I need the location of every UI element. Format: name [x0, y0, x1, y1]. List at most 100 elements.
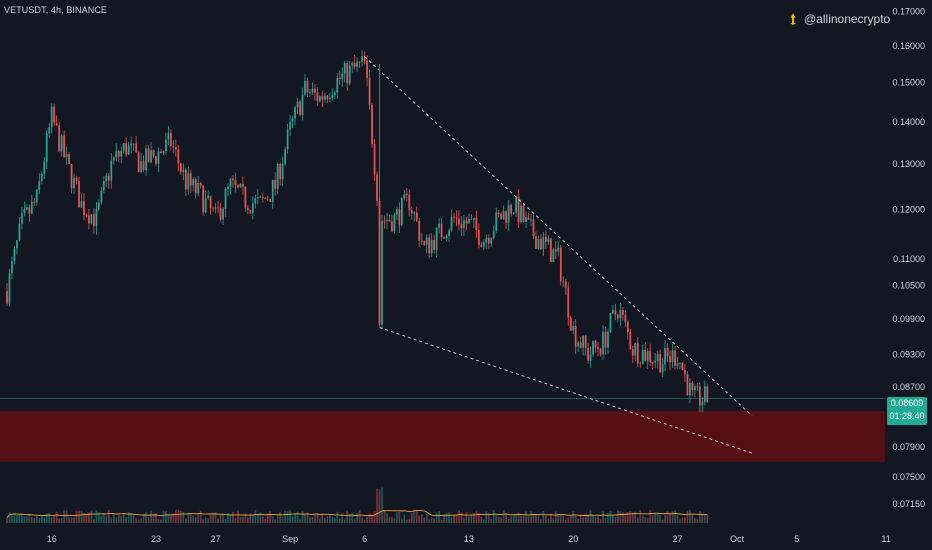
candle-body [266, 198, 269, 200]
candle-body [579, 342, 582, 348]
volume-bar [309, 517, 311, 523]
volume-bar [21, 513, 23, 523]
candle-body [239, 183, 242, 188]
time-tick-label: Sep [282, 534, 298, 544]
support-zone [0, 410, 885, 462]
volume-bar [689, 509, 691, 523]
candle-body [574, 326, 577, 347]
candle-body [540, 238, 542, 250]
candle-body [681, 362, 684, 370]
candle-body [202, 185, 205, 213]
candle-body [120, 150, 123, 157]
candle-body [112, 157, 115, 161]
candle-body [127, 145, 130, 155]
candle-body [326, 95, 329, 100]
candle-body [569, 317, 572, 331]
volume-bar [621, 512, 624, 523]
candle-body [232, 178, 234, 181]
candle-body [425, 237, 428, 245]
candle-body [73, 177, 75, 189]
candle-body [686, 374, 689, 396]
candle-body [214, 207, 217, 209]
candle-body [311, 88, 314, 93]
volume-bar [413, 509, 416, 523]
volume-bar [227, 513, 229, 523]
time-axis[interactable]: 16 23 27 Sep 6 13 20 27 Oct 5 11 [47, 534, 891, 544]
volume-bar [587, 514, 589, 523]
volume-bar [383, 510, 386, 523]
candle-body [83, 201, 85, 216]
volume-bar [18, 514, 21, 523]
volume-bar [75, 510, 78, 523]
candle-body [179, 163, 182, 172]
volume-bar [445, 513, 448, 523]
candle-body [522, 205, 525, 223]
volume-bar [343, 519, 346, 523]
volume-bar [400, 519, 403, 523]
volume-bar [284, 510, 287, 523]
candle-body [276, 163, 279, 189]
volume-bar [212, 512, 214, 523]
candle-body [197, 182, 200, 194]
volume-bar [261, 515, 264, 523]
volume-bar [671, 511, 674, 523]
volume-bar [438, 511, 440, 523]
candle-body [341, 73, 344, 79]
volume-bar [53, 515, 56, 523]
candle-body [85, 215, 88, 216]
volume-bar [460, 512, 463, 523]
volume-bar [286, 510, 289, 523]
candle-body [644, 349, 647, 361]
volume-bar [584, 513, 587, 523]
candle-body [227, 186, 229, 190]
volume-bar [23, 516, 26, 523]
volume-bar [381, 487, 383, 523]
volume-bar [666, 511, 669, 523]
candle-body [604, 331, 607, 348]
volume-bar [314, 513, 316, 523]
candle-body [671, 350, 674, 363]
volume-bar [572, 511, 575, 523]
candle-body [304, 80, 306, 95]
price-tick-label: 0.07150 [892, 499, 925, 509]
candle-body [346, 63, 349, 84]
watermark-label: @allinonecrypto [804, 12, 891, 26]
volume-bar [78, 510, 80, 523]
volume-bar [48, 512, 51, 523]
volume-bar [65, 510, 68, 523]
volume-bar [353, 519, 356, 523]
candle-body [413, 212, 416, 214]
volume-bar [636, 517, 639, 523]
volume-bar [435, 512, 438, 523]
candle-body [612, 310, 614, 314]
volume-bar [155, 513, 157, 523]
time-tick-label: 20 [568, 534, 578, 544]
volume-bar [649, 509, 652, 523]
volume-bar [232, 511, 234, 523]
candle-body [624, 314, 627, 322]
candle-body [234, 180, 237, 186]
candle-body [281, 163, 284, 179]
volume-bar [102, 513, 105, 523]
trendlines-layer [364, 56, 753, 454]
candle-body [614, 310, 617, 315]
candle-body [584, 335, 587, 348]
candle-body [537, 238, 540, 249]
volume-bar [50, 517, 53, 523]
candle-body [661, 364, 664, 373]
price-tick-label: 0.09300 [892, 349, 925, 359]
price-tick-label: 0.09900 [892, 314, 925, 324]
candle-body [117, 151, 120, 157]
candle-body [463, 220, 465, 229]
candle-body [319, 96, 321, 102]
price-axis[interactable]: 0.17000 0.16000 0.15000 0.14000 0.13000 0.120… [892, 6, 925, 509]
candle-body [351, 62, 354, 66]
candle-body [423, 241, 426, 245]
candle-body [373, 143, 376, 175]
candle-body [95, 209, 98, 227]
candle-body [40, 173, 43, 182]
candle-body [376, 174, 378, 201]
candle-body [527, 217, 530, 220]
volume-bar [604, 518, 607, 523]
